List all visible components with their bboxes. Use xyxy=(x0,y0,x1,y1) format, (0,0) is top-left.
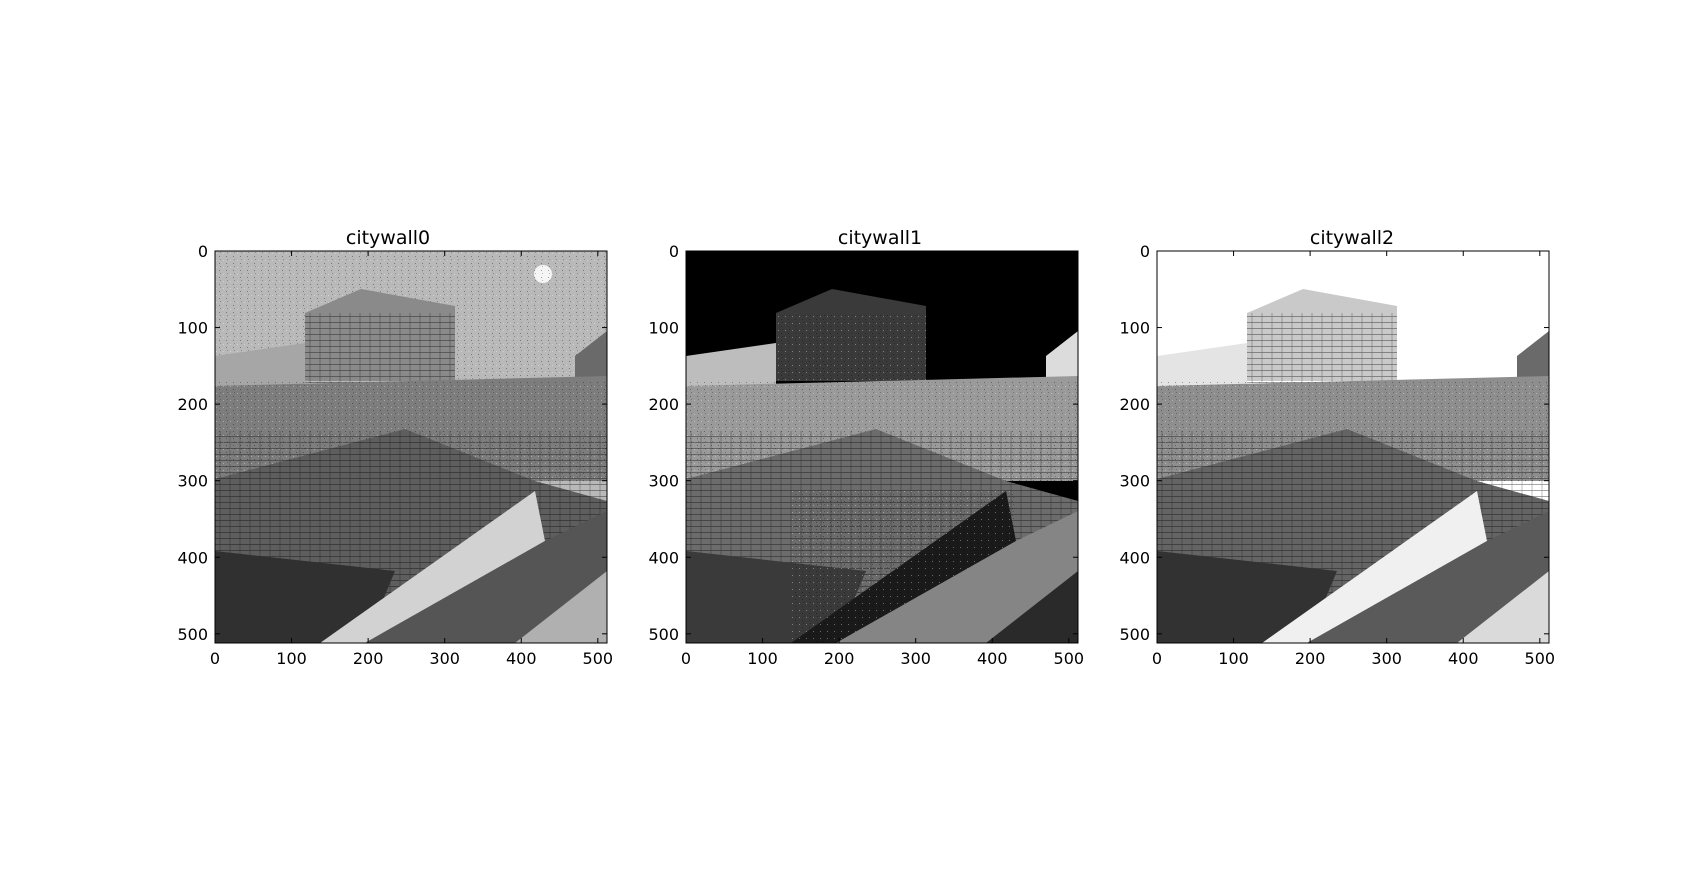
stair-parapet xyxy=(320,491,545,643)
x-tick-label: 500 xyxy=(1525,649,1556,668)
y-ticks: 0 100 200 300 400 500 xyxy=(1119,242,1549,644)
x-tick-label: 200 xyxy=(353,649,384,668)
tower-bricks xyxy=(1247,313,1397,383)
right-tower xyxy=(575,331,607,381)
y-tick-label: 400 xyxy=(1119,548,1150,567)
x-tick-label: 0 xyxy=(681,649,691,668)
y-tick-label: 0 xyxy=(198,242,208,261)
x-tick-label: 400 xyxy=(1448,649,1479,668)
stair-parapet xyxy=(1262,491,1487,643)
panel-citywall2: citywall2 0 100 200 300 400 500 0 100 200 300 400… xyxy=(1119,227,1555,668)
y-tick-label: 0 xyxy=(1140,242,1150,261)
right-parapet xyxy=(986,571,1078,643)
battlements xyxy=(686,343,776,391)
y-ticks: 0 100 200 300 400 500 xyxy=(177,242,607,644)
y-tick-label: 100 xyxy=(1119,319,1150,338)
foreground-shadow xyxy=(215,551,395,643)
x-tick-label: 100 xyxy=(1218,649,1249,668)
image-area xyxy=(1157,251,1549,643)
x-tick-label: 300 xyxy=(429,649,460,668)
x-tick-label: 200 xyxy=(1295,649,1326,668)
right-tower xyxy=(1046,331,1078,381)
y-tick-label: 100 xyxy=(648,319,679,338)
y-tick-label: 300 xyxy=(177,472,208,491)
x-ticks: 0 100 200 300 400 500 xyxy=(1152,251,1555,668)
foreground-shadow xyxy=(1157,551,1337,643)
panel-title: citywall0 xyxy=(346,227,430,249)
image-area xyxy=(215,251,607,643)
x-tick-label: 0 xyxy=(210,649,220,668)
x-tick-label: 100 xyxy=(276,649,307,668)
y-tick-label: 500 xyxy=(177,625,208,644)
x-tick-label: 200 xyxy=(824,649,855,668)
y-ticks: 0 100 200 300 400 500 xyxy=(648,242,1078,644)
axes-frame xyxy=(214,250,608,644)
panel-title: citywall1 xyxy=(838,227,922,249)
y-tick-label: 200 xyxy=(177,395,208,414)
battlements xyxy=(215,343,305,391)
tower-bricks xyxy=(305,313,455,383)
stairs xyxy=(1307,511,1549,643)
x-ticks: 0 100 200 300 400 500 xyxy=(681,251,1084,668)
y-tick-label: 400 xyxy=(177,548,208,567)
photo xyxy=(1157,251,1549,643)
axes-frame xyxy=(685,250,1079,644)
battlements xyxy=(1157,343,1247,391)
x-tick-label: 400 xyxy=(506,649,537,668)
panel-title: citywall2 xyxy=(1310,227,1394,249)
x-tick-label: 100 xyxy=(747,649,778,668)
y-tick-label: 300 xyxy=(1119,472,1150,491)
x-tick-label: 300 xyxy=(900,649,931,668)
y-tick-label: 0 xyxy=(669,242,679,261)
axes-frame xyxy=(1156,250,1550,644)
right-parapet xyxy=(515,571,607,643)
x-ticks: 0 100 200 300 400 500 xyxy=(210,251,613,668)
right-parapet xyxy=(1457,571,1549,643)
y-tick-label: 200 xyxy=(648,395,679,414)
y-tick-label: 500 xyxy=(648,625,679,644)
photo xyxy=(215,251,607,643)
y-tick-label: 300 xyxy=(648,472,679,491)
stairs xyxy=(836,511,1078,643)
x-tick-label: 400 xyxy=(977,649,1008,668)
y-tick-label: 500 xyxy=(1119,625,1150,644)
panel-citywall0: citywall0 0 100 200 300 400 500 0 xyxy=(177,227,613,668)
photo xyxy=(686,251,1078,643)
y-tick-label: 400 xyxy=(648,548,679,567)
right-tower xyxy=(1517,331,1549,381)
x-tick-label: 300 xyxy=(1371,649,1402,668)
y-tick-label: 200 xyxy=(1119,395,1150,414)
y-tick-label: 100 xyxy=(177,319,208,338)
stairs xyxy=(365,511,607,643)
x-tick-label: 500 xyxy=(1054,649,1085,668)
panel-citywall1: citywall1 0 100 200 300 400 500 0 100 200 300 xyxy=(648,227,1084,668)
x-tick-label: 500 xyxy=(583,649,614,668)
tower-bricks xyxy=(776,313,926,383)
x-tick-label: 0 xyxy=(1152,649,1162,668)
image-area xyxy=(686,251,1078,643)
